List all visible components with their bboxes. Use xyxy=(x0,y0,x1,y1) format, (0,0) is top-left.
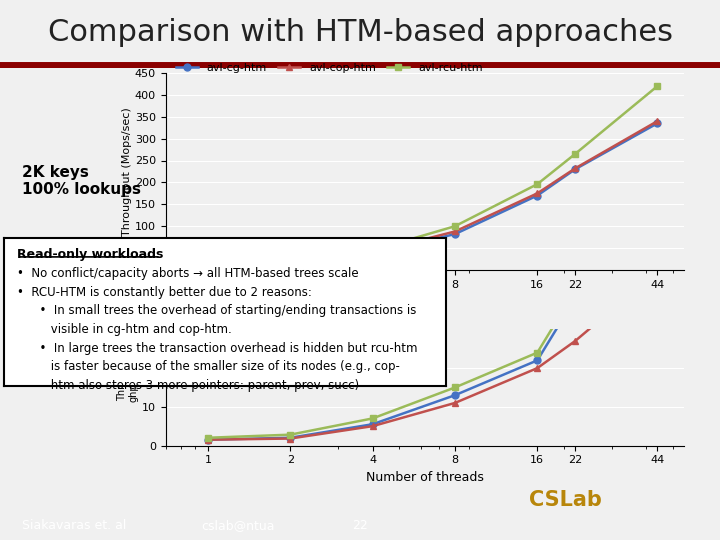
Text: htm also stores 3 more pointers: parent, prev, succ): htm also stores 3 more pointers: parent,… xyxy=(17,379,359,392)
Text: •  RCU-HTM is constantly better due to 2 reasons:: • RCU-HTM is constantly better due to 2 … xyxy=(17,286,312,299)
Text: •  In small trees the overhead of starting/ending transactions is: • In small trees the overhead of startin… xyxy=(17,305,416,318)
avl-cop-htm xyxy=(204,262,212,269)
Text: visible in cg-htm and cop-htm.: visible in cg-htm and cop-htm. xyxy=(17,323,232,336)
Y-axis label: Throu
ghput: Throu ghput xyxy=(117,373,139,402)
Line: avl-cop-htm: avl-cop-htm xyxy=(204,118,661,269)
Text: cslab@ntua: cslab@ntua xyxy=(202,518,275,532)
avl-cg-htm xyxy=(451,231,459,237)
avl-cop-htm xyxy=(533,190,541,197)
Text: •  In large trees the transaction overhead is hidden but rcu-htm: • In large trees the transaction overhea… xyxy=(17,342,418,355)
Text: •  No conflict/capacity aborts → all HTM-based trees scale: • No conflict/capacity aborts → all HTM-… xyxy=(17,267,359,280)
Y-axis label: Throughput (Mops/sec): Throughput (Mops/sec) xyxy=(122,107,132,236)
Text: 2K keys
100% lookups: 2K keys 100% lookups xyxy=(22,165,140,197)
avl-cg-htm xyxy=(653,120,662,126)
avl-rcu-htm xyxy=(653,83,662,89)
avl-cop-htm xyxy=(286,258,294,265)
Line: avl-cg-htm: avl-cg-htm xyxy=(204,120,661,269)
Text: 22: 22 xyxy=(352,518,368,532)
Text: Read-only workloads: Read-only workloads xyxy=(17,248,163,261)
avl-cg-htm xyxy=(204,262,212,269)
avl-rcu-htm xyxy=(533,181,541,187)
Text: Siakavaras et. al: Siakavaras et. al xyxy=(22,518,126,532)
avl-cg-htm xyxy=(369,250,377,256)
avl-rcu-htm xyxy=(286,257,294,264)
avl-cop-htm xyxy=(571,165,580,172)
avl-rcu-htm xyxy=(204,261,212,267)
avl-cg-htm xyxy=(533,192,541,199)
avl-cop-htm xyxy=(653,118,662,124)
Legend: avl-cg-htm, avl-cop-htm, avl-rcu-htm: avl-cg-htm, avl-cop-htm, avl-rcu-htm xyxy=(171,59,487,78)
avl-cg-htm xyxy=(286,258,294,265)
Text: is faster because of the smaller size of its nodes (e.g., cop-: is faster because of the smaller size of… xyxy=(17,360,400,373)
avl-rcu-htm xyxy=(369,247,377,254)
Line: avl-rcu-htm: avl-rcu-htm xyxy=(204,83,661,268)
avl-rcu-htm xyxy=(451,223,459,230)
avl-cop-htm xyxy=(451,228,459,235)
Text: CSLab: CSLab xyxy=(529,489,602,510)
avl-cop-htm xyxy=(369,249,377,256)
avl-rcu-htm xyxy=(571,151,580,157)
X-axis label: Number of threads: Number of threads xyxy=(366,471,484,484)
avl-cg-htm xyxy=(571,166,580,172)
Text: Comparison with HTM-based approaches: Comparison with HTM-based approaches xyxy=(48,18,672,47)
